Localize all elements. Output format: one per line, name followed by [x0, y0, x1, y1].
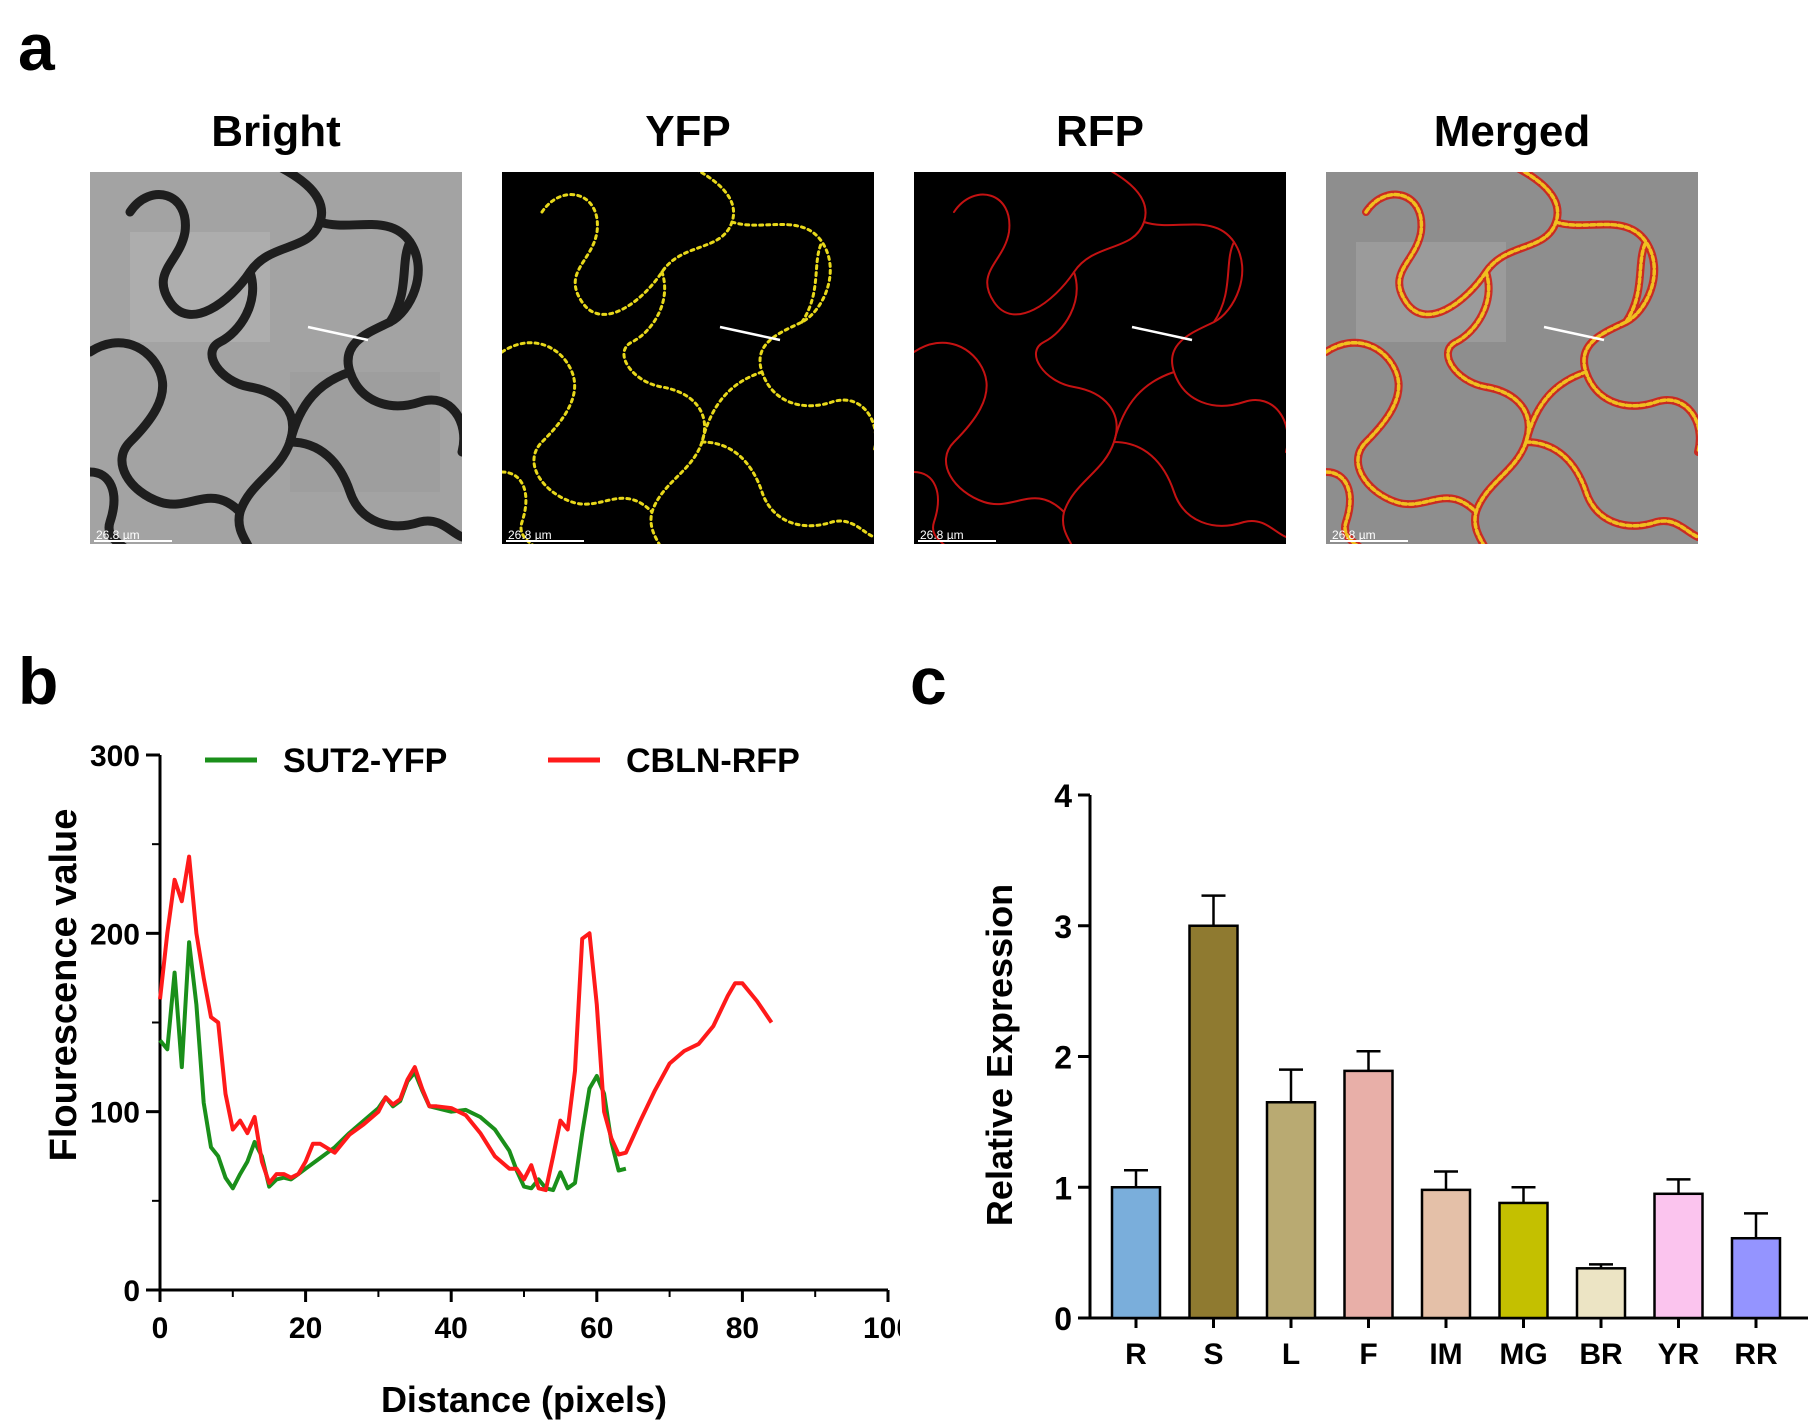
bar-yr	[1653, 1192, 1704, 1320]
series-line-cbln-rfp	[158, 854, 774, 1193]
x-tick-label: F	[1359, 1338, 1377, 1371]
line-chart-fluorescence: 0204060801000100200300 SUT2-YFPCBLN-RFP …	[43, 740, 900, 1420]
bar-chart-bars	[1110, 894, 1782, 1320]
y-tick-label: 200	[90, 918, 140, 951]
bar-chart-ticks: 0 1 2 3 4 R S L F IM MG BR YR RR	[1054, 778, 1778, 1371]
x-tick-label: 100	[863, 1312, 900, 1345]
x-tick-label: RR	[1734, 1338, 1778, 1371]
y-tick-label: 100	[90, 1097, 140, 1130]
series-line-sut2-yfp	[158, 940, 627, 1193]
micrograph-rfp: 26.8 µm	[914, 172, 1286, 544]
x-tick-label: 80	[726, 1312, 759, 1345]
line-chart-axes	[158, 755, 888, 1292]
y-tick-label: 2	[1054, 1040, 1072, 1076]
y-tick-label: 0	[123, 1275, 140, 1308]
scale-bar: 26.8 µm	[918, 528, 996, 542]
x-tick-label: 60	[580, 1312, 613, 1345]
bar-f	[1343, 1069, 1394, 1320]
legend-label: SUT2-YFP	[283, 742, 447, 780]
bar-l	[1265, 1101, 1317, 1320]
panel-label-c: c	[910, 644, 947, 718]
bar-rr	[1730, 1236, 1782, 1320]
bar-chart-ylabel: Relative Expression	[979, 884, 1020, 1226]
y-tick-label: 4	[1054, 778, 1072, 814]
y-tick-label: 3	[1054, 909, 1072, 945]
bar-chart-axes	[1088, 795, 1808, 1320]
bar-s	[1188, 924, 1239, 1320]
legend-label: CBLN-RFP	[626, 742, 800, 780]
scale-bar: 26.8 µm	[94, 528, 172, 542]
x-tick-label: L	[1282, 1338, 1300, 1371]
x-tick-label: 0	[152, 1312, 169, 1345]
x-tick-label: MG	[1499, 1338, 1547, 1371]
bar-r	[1110, 1186, 1162, 1320]
micrograph-title-bright: Bright	[211, 107, 341, 156]
micrograph-bright: 26.8 µm	[90, 172, 462, 544]
scale-bar: 26.8 µm	[506, 528, 584, 542]
x-tick-label: S	[1203, 1338, 1223, 1371]
line-chart-legend: SUT2-YFP CBLN-RFP	[205, 742, 800, 780]
micrograph-title-rfp: RFP	[1056, 107, 1144, 156]
x-tick-label: IM	[1429, 1338, 1462, 1371]
x-tick-label: 40	[435, 1312, 468, 1345]
line-chart-ylabel: Flourescence value	[43, 809, 85, 1162]
x-tick-label: 20	[289, 1312, 322, 1345]
micrograph-merged: 26.8 µm	[1326, 172, 1698, 544]
scale-bar: 26.8 µm	[1330, 528, 1408, 542]
line-chart-series	[158, 854, 774, 1193]
bar-im	[1420, 1188, 1472, 1320]
y-tick-label: 0	[1054, 1301, 1072, 1337]
line-chart-xlabel: Distance (pixels)	[381, 1379, 667, 1420]
panel-label-a: a	[18, 10, 55, 84]
y-tick-label: 300	[90, 740, 140, 773]
micrograph-yfp: 26.8 µm	[502, 172, 874, 544]
y-tick-label: 1	[1054, 1170, 1072, 1206]
x-tick-label: BR	[1579, 1338, 1623, 1371]
x-tick-label: YR	[1658, 1338, 1700, 1371]
bar-br	[1575, 1267, 1627, 1320]
micrograph-title-merged: Merged	[1433, 107, 1591, 156]
x-tick-label: R	[1125, 1338, 1147, 1371]
panel-label-b: b	[18, 644, 59, 718]
bar-mg	[1498, 1201, 1549, 1320]
line-chart-ticks: 0 20 40 60 80 100 0 100 200 300	[90, 740, 900, 1345]
micrograph-title-yfp: YFP	[645, 107, 731, 156]
